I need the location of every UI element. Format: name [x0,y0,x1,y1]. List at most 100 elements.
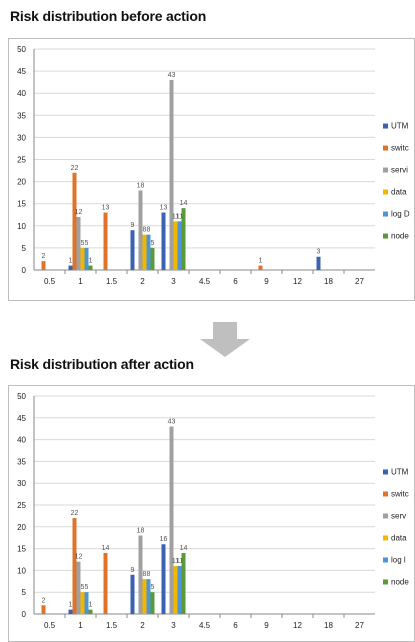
y-tick-label: 40 [17,89,26,98]
data-label: 18 [137,528,145,535]
bar-database [142,234,147,270]
data-label: 5 [81,240,85,247]
bar-UTM [316,256,321,270]
bar-switch [41,605,46,614]
bar-service [138,535,143,614]
bar-switch [72,172,77,270]
data-label: 5 [85,584,89,591]
data-label: 1 [69,602,73,609]
data-label: 13 [102,205,110,212]
legend-swatch-service [383,513,388,519]
bar-log [177,221,182,270]
data-label: 5 [81,584,85,591]
chart-after-frame: 0 5 10 15 20 25 30 35 40 45 50 0.5 2 1 1 22 12 5 5 1 1.5 14 2 9… [8,385,415,642]
data-label: 5 [85,240,89,247]
data-label: 2 [42,253,46,260]
data-label: 8 [143,227,147,234]
bar-service [76,561,81,614]
bar-service [169,79,174,270]
bar-log [146,234,151,270]
data-label: 8 [147,571,151,578]
y-tick-label: 30 [17,133,26,142]
x-tick-label: 12 [293,621,302,630]
legend-swatch-log [383,557,388,563]
x-tick-label: 27 [355,621,364,630]
y-tick-label: 0 [22,266,27,275]
bar-UTM [130,230,135,270]
legend-label-database: data [391,188,407,197]
chart-before-frame: 0 5 10 15 20 25 30 35 40 45 50 0.5 2 1 1 22 12 5 5 1 1.5 13 2 9… [8,38,415,301]
legend-swatch-switch [383,491,388,497]
y-tick-label: 15 [17,545,26,554]
bar-UTM [130,574,135,614]
bar-node [150,592,155,614]
data-label: 9 [131,222,135,229]
y-tick-label: 50 [17,45,26,54]
legend-label-service: serv [391,511,406,520]
x-tick-label: 1 [78,621,83,630]
legend-swatch-UTM [383,123,388,129]
x-tick-label: 18 [324,277,333,286]
data-label: 8 [143,571,147,578]
data-label: 5 [151,240,155,247]
data-label: 12 [75,554,83,561]
legend-swatch-node [383,579,388,585]
y-tick-label: 20 [17,178,26,187]
x-tick-label: 6 [233,277,238,286]
x-tick-label: 4.5 [199,621,211,630]
x-tick-label: 3 [171,621,176,630]
chart-title-after: Risk distribution after action [10,356,194,372]
bar-UTM [161,544,166,614]
data-label: 1 [89,602,93,609]
legend-label-switch: switc [391,489,409,498]
data-label: 11 [176,213,183,220]
bar-node [88,265,93,270]
y-tick-label: 50 [17,392,26,401]
y-tick-label: 35 [17,111,26,120]
data-label: 43 [168,72,176,79]
data-label: 22 [71,510,79,517]
legend-swatch-UTM [383,469,388,475]
bar-log [84,247,89,270]
y-tick-label: 15 [17,200,26,209]
data-label: 11 [176,558,183,565]
data-label: 14 [180,200,188,207]
legend-label-switch: switc [391,144,409,153]
bar-node [150,247,155,270]
y-tick-label: 25 [17,501,26,510]
data-label: 3 [317,249,321,256]
bar-switch [258,265,263,270]
y-tick-label: 35 [17,457,26,466]
legend-label-node: node [391,577,409,586]
bar-log [84,592,89,614]
legend-swatch-log [383,211,388,217]
chart-title-before: Risk distribution before action [10,8,207,24]
bar-switch [103,212,108,270]
legend-label-UTM: UTM [391,122,409,131]
x-tick-label: 2 [140,621,145,630]
bar-node [181,552,186,614]
legend-swatch-service [383,167,388,173]
bar-node [88,609,93,614]
bar-database [173,566,178,614]
data-label: 14 [102,545,110,552]
x-tick-label: 2 [140,277,145,286]
y-tick-label: 45 [17,414,26,423]
bar-UTM [68,265,73,270]
data-label: 1 [69,258,73,265]
bar-log [177,566,182,614]
legend-label-UTM: UTM [391,467,409,476]
legend-label-service: servi [391,166,408,175]
legend-swatch-node [383,233,388,239]
data-label: 43 [168,419,176,426]
bar-switch [41,261,46,270]
bar-database [80,247,85,270]
y-tick-label: 20 [17,523,26,532]
data-label: 22 [71,165,79,172]
y-tick-label: 40 [17,436,26,445]
legend-swatch-database [383,189,388,195]
bar-database [142,579,147,614]
data-label: 16 [160,536,168,543]
x-tick-label: 6 [233,621,238,630]
x-tick-label: 0.5 [44,621,56,630]
